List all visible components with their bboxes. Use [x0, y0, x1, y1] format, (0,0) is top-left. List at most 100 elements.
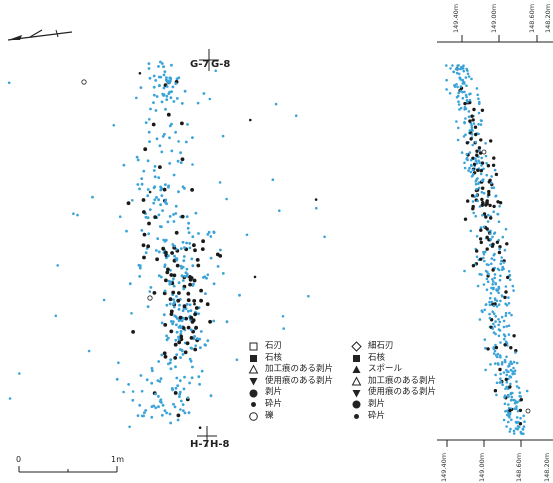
artifact-dot-blue [140, 389, 144, 393]
artifact-dot-blue [494, 315, 498, 318]
artifact-dot-blue [516, 409, 520, 413]
artifact-dot-blue [161, 403, 165, 407]
artifact-dot-blue [179, 264, 183, 268]
artifact-dot-blue [478, 102, 481, 106]
artifact-dot-blue [152, 101, 155, 104]
artifact-dot-blue [462, 64, 465, 67]
artifact-dot-black [169, 329, 174, 334]
artifact-dot-black [164, 250, 168, 255]
artifact-dot-blue [499, 274, 502, 278]
artifact-dot-blue [517, 425, 521, 429]
artifact-dot-blue [504, 340, 508, 344]
artifact-dot-blue [471, 174, 475, 177]
artifact-dot-blue [178, 390, 182, 394]
artifact-dot-blue [130, 312, 133, 315]
artifact-dot-blue [493, 168, 497, 172]
artifact-dot-black [141, 243, 146, 248]
artifact-dot-blue [174, 338, 178, 342]
artifact-dot-blue [482, 250, 485, 254]
artifact-dot-blue [498, 278, 502, 282]
section-bottom-axis [437, 439, 553, 447]
artifact-dot-blue [128, 425, 131, 429]
artifact-dot-blue [176, 159, 180, 163]
artifact-dot-blue [495, 305, 499, 308]
artifact-dot-blue [477, 97, 480, 101]
artifact-dot-blue [181, 409, 185, 412]
artifact-dot-blue [150, 415, 154, 419]
artifact-dot-blue [323, 235, 326, 239]
artifact-dot-blue [187, 411, 191, 415]
artifact-dot-blue [522, 432, 525, 436]
artifact-dot-blue [503, 248, 507, 252]
artifact-dot-blue [500, 295, 504, 298]
artifact-dot-blue [154, 109, 158, 112]
artifact-dot-blue [183, 89, 187, 93]
artifact-dot-blue [490, 181, 493, 185]
artifact-dot-blue [474, 159, 478, 163]
artifact-dot-black [151, 122, 156, 127]
filled-triangle-down-icon [247, 376, 259, 388]
artifact-dot-blue [172, 277, 175, 281]
artifact-dot-blue [189, 309, 193, 313]
artifact-dot-blue [179, 399, 183, 403]
artifact-dot-blue [164, 107, 167, 111]
artifact-dot-blue [173, 301, 176, 304]
artifact-dot-blue [445, 78, 448, 82]
section-bottom-tick-label: 149.00m [478, 452, 486, 482]
artifact-dot-blue [175, 376, 179, 380]
artifact-dot-blue [482, 256, 485, 260]
artifact-dot-blue [452, 70, 455, 73]
artifact-dot-blue [163, 289, 167, 293]
artifact-dot-black [208, 319, 213, 324]
artifact-dot-blue [179, 356, 182, 359]
artifact-dot-blue [191, 235, 195, 239]
artifact-dot-blue [199, 330, 203, 333]
artifact-dot-blue [168, 361, 172, 365]
artifact-dot-blue [212, 319, 216, 323]
artifact-dot-blue [461, 78, 465, 82]
artifact-dot-blue [499, 341, 502, 344]
artifact-dot-black [162, 291, 167, 296]
artifact-dot-blue [192, 282, 195, 286]
artifact-dot-black [175, 263, 180, 268]
artifact-dot-black [471, 204, 475, 209]
artifact-dot-blue [159, 203, 163, 207]
artifact-dot-black [194, 306, 199, 310]
artifact-dot-blue [183, 375, 186, 379]
artifact-dot-blue [72, 212, 75, 215]
artifact-dot-blue [491, 235, 494, 239]
artifact-dot-blue [517, 386, 521, 390]
artifact-dot-blue [513, 407, 516, 411]
artifact-dot-blue [493, 252, 496, 256]
artifact-dot-blue [162, 313, 166, 317]
artifact-dot-blue [514, 399, 517, 403]
artifact-dot-blue [509, 398, 513, 402]
artifact-dot-blue [495, 381, 499, 385]
artifact-dot-blue [180, 348, 184, 352]
artifact-dot-black [488, 203, 492, 208]
artifact-dot-blue [238, 293, 241, 297]
legend-label: 石核 [265, 352, 283, 363]
artifact-dot-blue [463, 90, 466, 94]
artifact-dot-blue [493, 276, 497, 280]
artifact-dot-blue [169, 96, 173, 100]
artifact-dot-blue [505, 325, 509, 328]
artifact-dot-blue [515, 385, 519, 388]
artifact-dot-blue [174, 365, 177, 369]
artifact-dot-black [508, 408, 512, 413]
scale-bar [18, 466, 118, 473]
artifact-dot-blue [493, 232, 496, 235]
north-arrow-icon [7, 29, 73, 41]
artifact-dot-blue [181, 185, 185, 189]
artifact-dot-blue [490, 257, 494, 260]
artifact-dot-blue [188, 303, 192, 307]
legend-item: 砕片 [247, 399, 333, 411]
legend-label: 剥片 [368, 398, 386, 409]
artifact-dot-blue [454, 67, 458, 71]
artifact-dot-blue [157, 250, 161, 254]
artifact-dot-blue [504, 410, 507, 413]
artifact-dot-blue [176, 384, 180, 387]
artifact-dot-blue [163, 409, 167, 412]
legend-label: 礫 [265, 410, 274, 421]
artifact-dot-blue [497, 220, 501, 223]
